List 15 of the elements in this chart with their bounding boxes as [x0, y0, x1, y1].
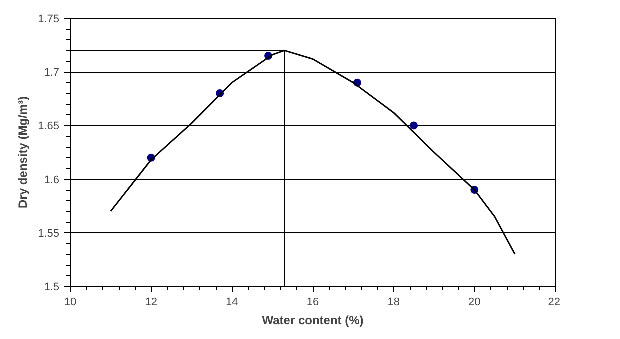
y-axis-title: Dry density (Mg/m³) — [16, 96, 30, 209]
y-tick-label: 1.75 — [38, 14, 60, 26]
y-tick-label: 1.5 — [44, 282, 60, 294]
x-tick-label: 12 — [145, 296, 158, 308]
x-tick-label: 20 — [468, 296, 481, 308]
y-tick-label: 1.7 — [44, 67, 60, 80]
x-tick-label: 14 — [226, 296, 238, 308]
x-tick-label: 16 — [306, 296, 320, 308]
y-tick-label: 1.55 — [38, 228, 60, 240]
x-tick-label: 18 — [388, 296, 400, 308]
x-tick-label: 10 — [64, 296, 77, 308]
x-tick-label: 22 — [548, 296, 561, 308]
x-axis-title: Water content (%) — [262, 314, 364, 328]
y-tick-label: 1.6 — [44, 174, 60, 186]
y-tick-label: 1.65 — [38, 120, 60, 133]
